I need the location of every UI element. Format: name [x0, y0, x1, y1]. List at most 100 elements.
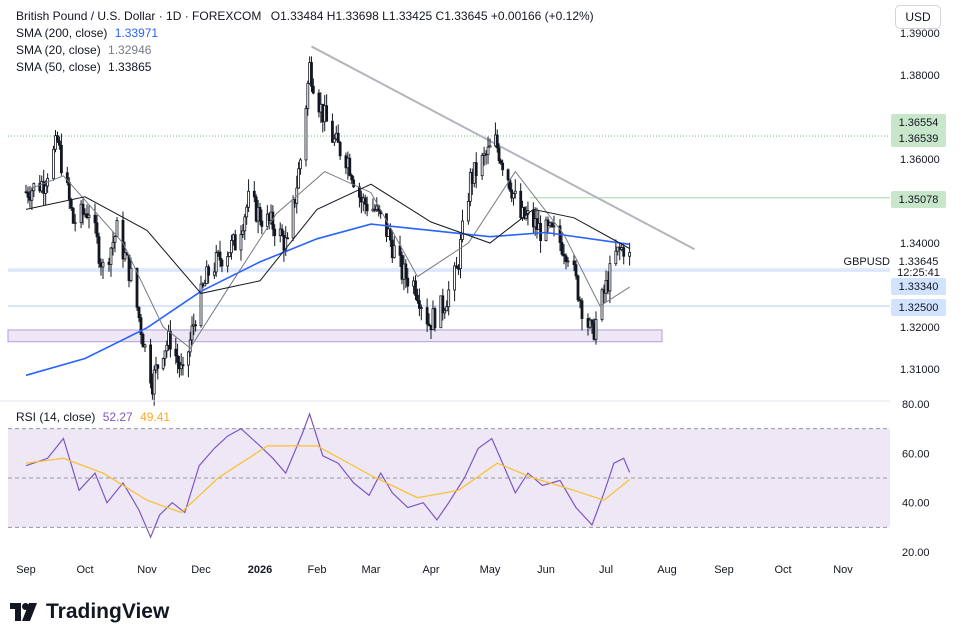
candle-body [174, 348, 178, 357]
candle-body [539, 223, 542, 241]
sma-line-2 [25, 183, 630, 294]
candle-body [161, 358, 165, 369]
time-tick-label: Apr [422, 564, 439, 576]
candle-body [311, 85, 315, 94]
candle-body [628, 252, 632, 257]
time-tick-label: 2026 [248, 564, 272, 576]
time-tick-label: Oct [774, 564, 791, 576]
price-tag: 1.32500 [891, 299, 946, 316]
footer-logo[interactable]: TradingView [10, 600, 169, 624]
candle-body [414, 280, 417, 296]
candle-body [299, 159, 302, 170]
main-pane [7, 45, 890, 406]
candle-body [69, 199, 73, 209]
candle-body [286, 237, 289, 240]
candle-body [176, 355, 180, 363]
rsi-line-0 [25, 412, 631, 539]
last-price-symbol: GBPUSD [843, 255, 890, 268]
currency-button[interactable]: USD [895, 5, 941, 29]
brand-name: TradingView [46, 600, 170, 623]
price-tick-label: 1.36000 [900, 154, 940, 166]
candle-body [590, 319, 594, 324]
candle-body [348, 157, 352, 176]
candle-body [165, 344, 169, 352]
candle-body [474, 162, 478, 177]
chart-legend: British Pound / U.S. Dollar · 1D · FOREX… [16, 8, 594, 76]
bar-countdown: 12:25:41 [897, 266, 940, 279]
candle-body [506, 169, 510, 181]
candle-body [199, 283, 203, 327]
sma-line-1 [25, 170, 630, 349]
candle-body [252, 190, 256, 198]
candle-body [594, 319, 598, 340]
candle-body [121, 220, 125, 260]
candle-body [113, 236, 117, 243]
rsi-label: RSI (14, close) [16, 410, 96, 424]
candle-body [156, 364, 160, 369]
candle-body [488, 145, 492, 148]
candle-body [247, 190, 250, 208]
rsi-ma-value: 49.41 [140, 410, 171, 424]
sma200-legend[interactable]: SMA (200, close) 1.33971 [16, 25, 594, 42]
candle-body [365, 203, 369, 212]
candle-body [608, 263, 612, 292]
candle-body [168, 331, 172, 350]
rsi-legend[interactable]: RSI (14, close) 52.27 49.41 [16, 410, 170, 424]
candle-body [519, 190, 523, 219]
last-close-band [8, 267, 890, 272]
symbol-title[interactable]: British Pound / U.S. Dollar · 1D · FOREX… [16, 9, 262, 23]
candle-body [214, 252, 218, 273]
sma50-legend[interactable]: SMA (50, close) 1.33865 [16, 59, 594, 76]
candle-body [115, 220, 119, 237]
candle-body [56, 135, 59, 142]
candle-body [58, 140, 61, 146]
candle-body [87, 214, 91, 219]
price-tag: 1.35078 [891, 191, 946, 208]
candle-body [60, 144, 63, 174]
candle-body [233, 234, 237, 251]
candle-body [291, 199, 295, 239]
candle-body [52, 148, 55, 179]
candle-body [143, 344, 147, 348]
candle-body [501, 162, 505, 171]
candle-body [441, 295, 445, 314]
time-tick-label: Dec [191, 564, 211, 576]
candle-body [550, 222, 554, 227]
price-chart[interactable]: 1.39000 1.38000 1.36000 1.34000 1.32000 1.310… [0, 0, 973, 590]
price-tag: 1.36539 [891, 130, 946, 147]
candle-body [181, 364, 185, 367]
trendline [311, 45, 696, 251]
candle-body [614, 250, 618, 265]
candle-body [284, 237, 288, 251]
candle-body [622, 247, 626, 257]
sma20-legend[interactable]: SMA (20, close) 1.32946 [16, 42, 594, 59]
tradingview-logo-icon [10, 603, 37, 621]
rsi-value: 52.27 [102, 410, 133, 424]
candle-body [239, 233, 243, 251]
candle-body [560, 242, 564, 255]
sma50-value: 1.33865 [108, 60, 152, 74]
candle-body [317, 92, 321, 113]
candle-body [190, 325, 194, 341]
price-tick-label: 1.34000 [900, 238, 940, 250]
candle-body [576, 275, 580, 301]
sma20-value: 1.32946 [108, 43, 152, 57]
candle-body [245, 206, 249, 218]
price-tag: 1.33340 [891, 278, 946, 295]
candle-body [67, 181, 71, 200]
candle-body [338, 142, 342, 157]
candle-body [109, 247, 113, 265]
candle-body [306, 82, 310, 109]
candle-body [425, 307, 429, 325]
price-tick-label: 1.39000 [900, 28, 940, 40]
candle-body [218, 251, 222, 261]
candle-body [455, 265, 458, 269]
price-tick-label: 1.31000 [900, 364, 940, 376]
candle-body [480, 155, 484, 177]
price-tick-label: 1.32000 [900, 322, 940, 334]
candle-body [580, 300, 584, 319]
ohlc-values: O1.33484 H1.33698 L1.33425 C1.33645 +0.0… [270, 9, 594, 23]
candle-body [461, 220, 464, 240]
price-tick-label: 1.38000 [900, 70, 940, 82]
time-tick-label: Mar [362, 564, 381, 576]
